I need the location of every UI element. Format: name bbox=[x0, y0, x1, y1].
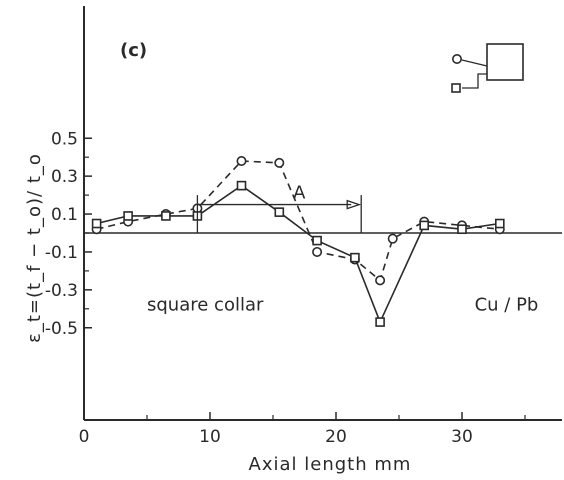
y-tick-label: 0.5 bbox=[51, 129, 78, 149]
panel-label: (c) bbox=[120, 40, 147, 61]
series-1-point bbox=[387, 233, 398, 244]
series-2-point bbox=[236, 180, 247, 191]
series-2-point bbox=[274, 207, 285, 217]
series-1-point bbox=[312, 246, 323, 257]
x-tick-label: 10 bbox=[199, 427, 221, 447]
legend-circle-marker bbox=[451, 53, 462, 64]
annotation-label: Cu / Pb bbox=[475, 295, 539, 316]
series-2-point bbox=[161, 211, 171, 221]
annotation-label: square collar bbox=[147, 295, 264, 316]
x-tick-label: 30 bbox=[451, 427, 473, 447]
x-tick-label: 0 bbox=[79, 427, 90, 447]
series-2-point bbox=[312, 235, 322, 246]
y-tick-label: -0.1 bbox=[45, 243, 78, 263]
y-tick-label: -0.5 bbox=[45, 319, 78, 339]
series-2-point bbox=[419, 220, 430, 231]
y-tick-label: -0.3 bbox=[45, 281, 78, 301]
legend-collar-shape bbox=[486, 43, 524, 81]
axes: 0.5 0.3 0.1 -0.1 -0.3 -0.5 0 10 20 30 bbox=[45, 6, 562, 447]
series-2-point bbox=[494, 218, 505, 229]
y-tick-label: 0.3 bbox=[51, 167, 78, 187]
series-2-point bbox=[123, 211, 133, 221]
series-1-point bbox=[274, 157, 285, 168]
legend-square-lead bbox=[462, 73, 487, 89]
series-2-point bbox=[91, 218, 102, 229]
y-tick-label: 0.1 bbox=[51, 205, 78, 225]
series-1-point bbox=[236, 155, 247, 166]
series-2-point bbox=[350, 252, 360, 263]
series-2-line bbox=[96, 184, 500, 325]
range-arrow-head bbox=[346, 199, 362, 210]
legend-square-marker bbox=[451, 83, 461, 93]
series-1-line bbox=[96, 160, 500, 282]
y-axis-title: ε_t=(t_f − t_o)/ t_o bbox=[24, 153, 45, 343]
x-tick-label: 20 bbox=[325, 427, 347, 447]
series-1-point bbox=[375, 275, 386, 286]
legend bbox=[451, 43, 524, 93]
range-label: A bbox=[293, 183, 306, 204]
series-2-point bbox=[457, 224, 467, 235]
x-axis-title: Axial length mm bbox=[249, 454, 412, 475]
legend-circle-lead bbox=[461, 59, 488, 67]
series-2-point bbox=[375, 317, 385, 327]
